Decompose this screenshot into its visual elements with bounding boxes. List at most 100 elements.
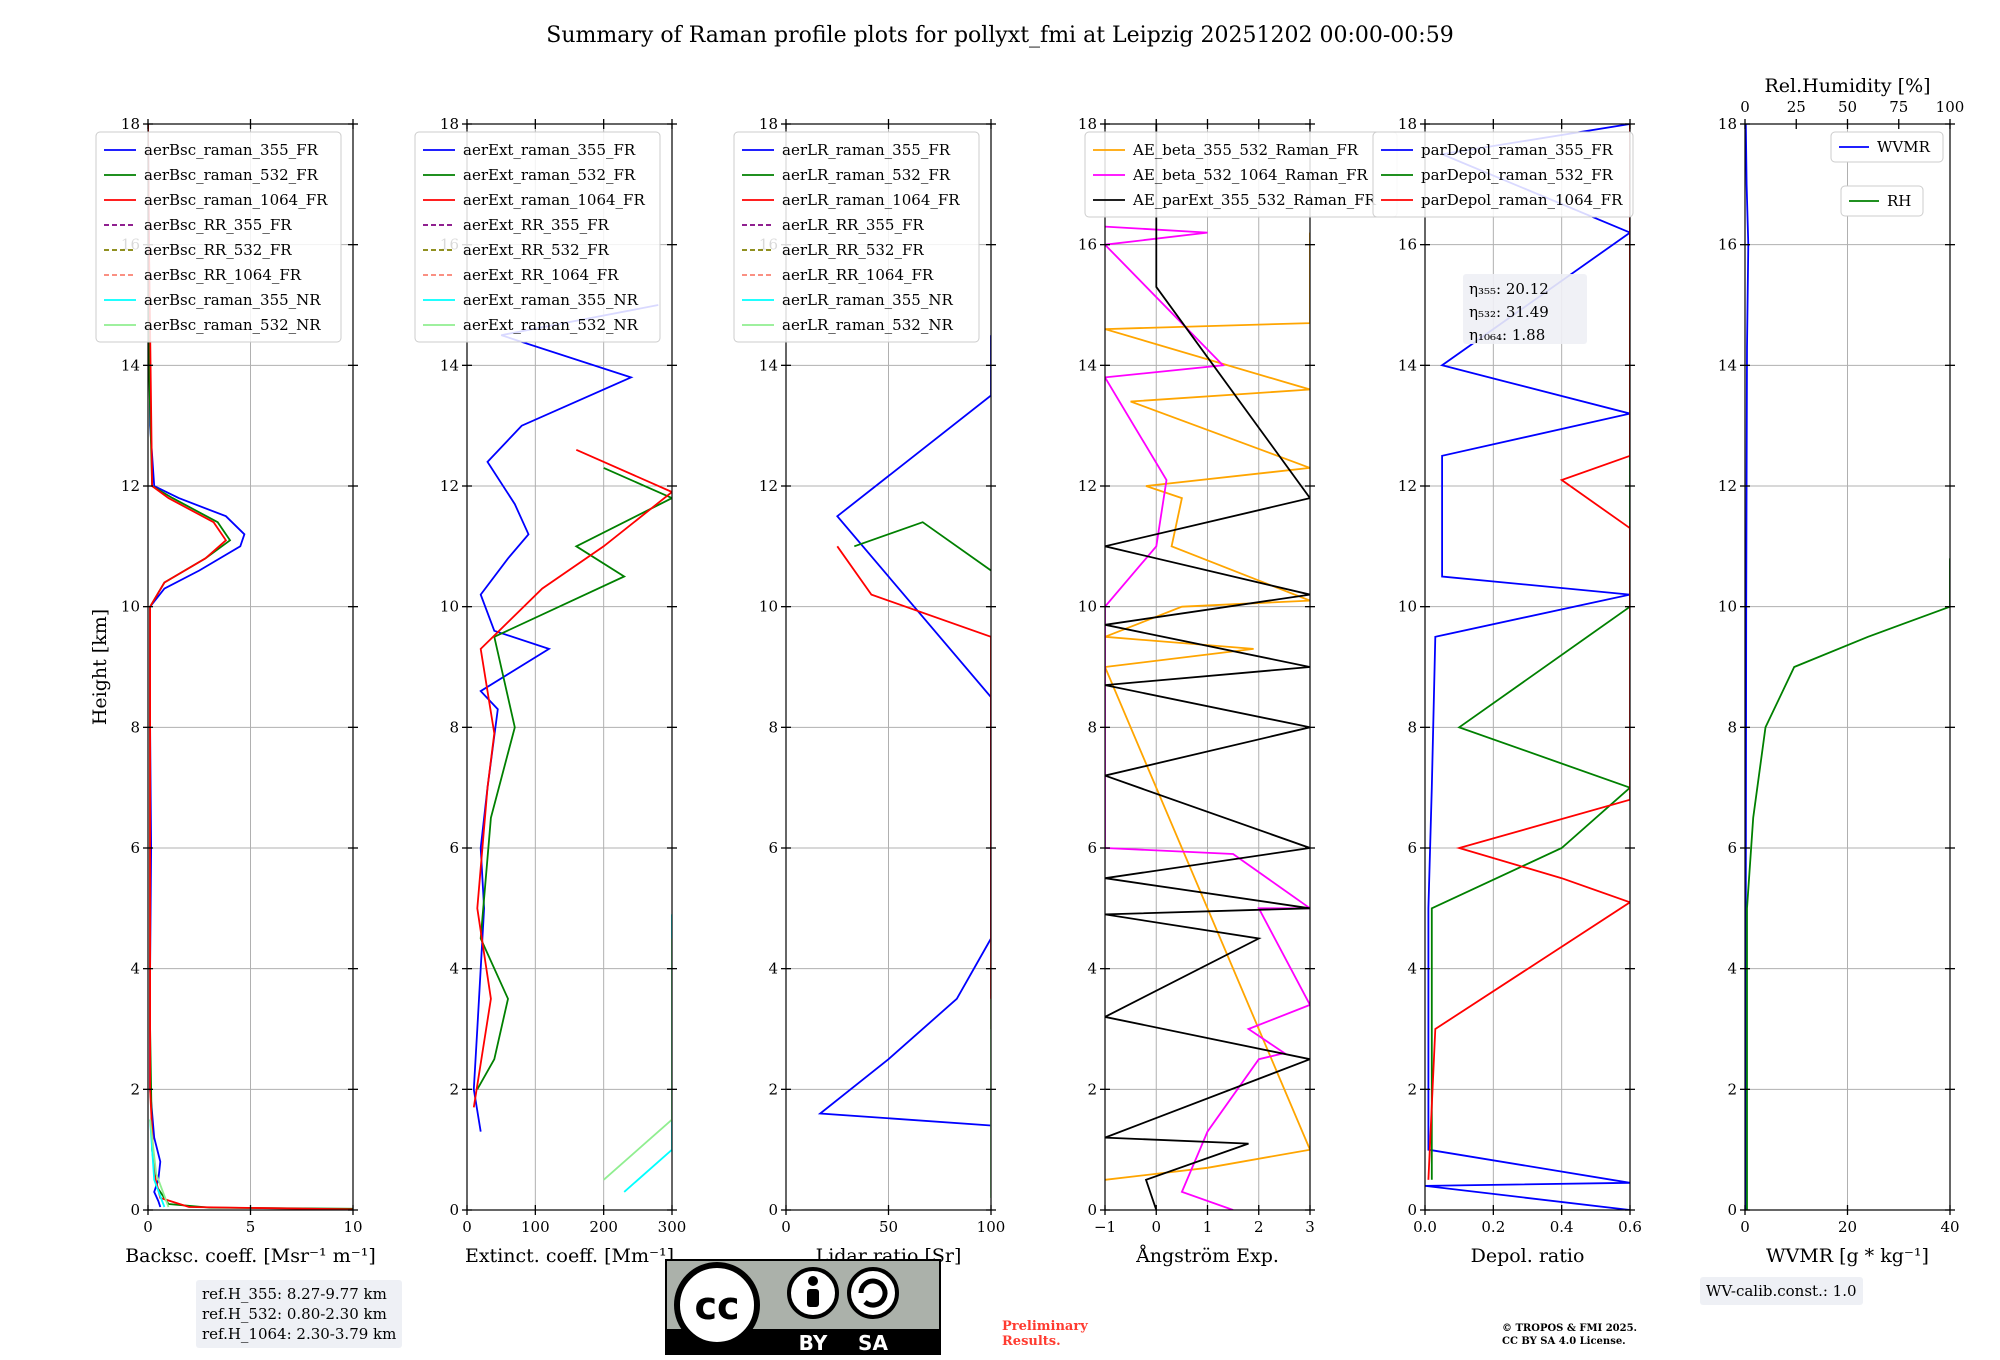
y-tick-label: 2 [130, 1080, 140, 1098]
legend-label: aerExt_RR_1064_FR [463, 266, 619, 284]
x-tick-label: 0.4 [1550, 1218, 1574, 1236]
legend-label: aerExt_raman_355_NR [463, 291, 639, 309]
y-tick-label: 16 [1078, 236, 1097, 254]
y-tick-label: 10 [1078, 598, 1097, 616]
series-line-RH [1746, 558, 1950, 1210]
y-tick-label: 8 [1087, 718, 1097, 736]
x-tick-label: 0.0 [1413, 1218, 1437, 1236]
person-head-icon [808, 1276, 818, 1286]
eta-value-1064: η₁₀₆₄: 1.88 [1469, 326, 1545, 344]
series-line-aerLR_raman_532_FR [854, 521, 991, 572]
y-tick-label: 0 [768, 1201, 778, 1219]
x-axis-label: Depol. ratio [1471, 1245, 1585, 1267]
series-line-aerExt_raman_532_FR [476, 467, 672, 1090]
y-tick-label: 14 [1398, 356, 1417, 374]
y-tick-label: 18 [1718, 115, 1737, 133]
y-tick-label: 12 [1078, 477, 1097, 495]
y-tick-label: 0 [1727, 1201, 1737, 1219]
preliminary-line1: Preliminary [1002, 1319, 1088, 1334]
legend-label: aerLR_raman_355_NR [782, 291, 953, 309]
legend: AE_beta_355_532_Raman_FR AE_beta_532_1064… [1084, 131, 1398, 218]
y-tick-label: 4 [1407, 960, 1417, 978]
legend-box [95, 131, 342, 343]
y-tick-label: 18 [121, 115, 140, 133]
x-tick-label: 3 [1305, 1218, 1315, 1236]
legend: aerLR_raman_355_FR aerLR_raman_532_FR aerL… [733, 131, 980, 343]
share-alike-arrow-icon [858, 1278, 888, 1308]
legend-label: WVMR [1877, 138, 1931, 156]
ref-height-355: ref.H_355: 8.27-9.77 km [202, 1285, 387, 1303]
y-tick-label: 16 [1398, 236, 1417, 254]
x2-tick-label: 25 [1787, 98, 1806, 116]
legend-label: aerBsc_raman_532_NR [144, 316, 321, 334]
y-tick-label: 0 [449, 1201, 459, 1219]
x-axis-label: WVMR [g * kg⁻¹] [1766, 1245, 1929, 1267]
y-tick-label: 12 [1718, 477, 1737, 495]
y-tick-label: 10 [121, 598, 140, 616]
y-tick-label: 8 [768, 718, 778, 736]
y-tick-label: 12 [759, 477, 778, 495]
legend-label: aerLR_RR_355_FR [782, 216, 924, 234]
y-tick-label: 10 [440, 598, 459, 616]
x-tick-label: 0.6 [1618, 1218, 1642, 1236]
legend-label: aerBsc_RR_1064_FR [144, 266, 302, 284]
share-alike-icon [847, 1267, 899, 1319]
person-body-icon [807, 1289, 819, 1307]
series-line-AE_beta_532_1064_Raman_FR [1105, 225, 1310, 1210]
y-tick-label: 18 [1078, 115, 1097, 133]
cc-by-sa-logo: cc BY SA [665, 1259, 941, 1355]
x-tick-label: 0.2 [1481, 1218, 1505, 1236]
x-tick-label: 1 [1203, 1218, 1213, 1236]
legend-label: parDepol_raman_355_FR [1421, 141, 1614, 159]
y-tick-label: 18 [1398, 115, 1417, 133]
y-tick-label: 8 [1407, 718, 1417, 736]
legend-label: AE_beta_532_1064_Raman_FR [1132, 166, 1368, 184]
y-tick-label: 16 [1718, 236, 1737, 254]
legend: aerExt_raman_355_FR aerExt_raman_532_FRae… [414, 131, 661, 343]
x-tick-label: 40 [1940, 1218, 1959, 1236]
legend-label: aerLR_raman_1064_FR [782, 191, 960, 209]
eta-box [1463, 274, 1587, 344]
ref-height-532: ref.H_532: 0.80-2.30 km [202, 1305, 387, 1323]
wv-calibration-box: WV-calib.const.: 1.0 [1700, 1277, 1863, 1305]
y-tick-label: 2 [1087, 1080, 1097, 1098]
legend-label: aerLR_raman_355_FR [782, 141, 951, 159]
x2-tick-label: 0 [1740, 98, 1750, 116]
x-axis-label: Backsc. coeff. [Msr⁻¹ m⁻¹] [125, 1245, 376, 1267]
x-tick-label: 200 [589, 1218, 618, 1236]
x-axis-label: Extinct. coeff. [Mm⁻¹] [465, 1245, 674, 1267]
y-tick-label: 2 [1727, 1080, 1737, 1098]
x-tick-label: 100 [977, 1218, 1006, 1236]
eta-value-532: η₅₃₂: 31.49 [1469, 303, 1549, 321]
x-tick-label: 100 [521, 1218, 550, 1236]
legend-label: aerExt_raman_532_NR [463, 316, 639, 334]
chart-panel-5: 0 2 4 6 8 10 12 14 16 18 0.0 0.2 0.4 0.6 Depol. ratio p… [1372, 115, 1642, 1267]
legend: parDepol_raman_355_FR parDepol_raman_532_… [1372, 131, 1634, 218]
cc-text: cc [694, 1284, 739, 1328]
legend-label: RH [1887, 192, 1911, 210]
series-line-aerExt_raman_355_NR [623, 914, 672, 1193]
series-line-aerExt_raman_355_FR [472, 304, 659, 1132]
x-tick-label: 300 [658, 1218, 687, 1236]
series-line-AE_parExt_355_532_Raman_FR [1105, 124, 1310, 1210]
x-tick-label: 0 [143, 1218, 153, 1236]
wv-calibration-text: WV-calib.const.: 1.0 [1706, 1282, 1857, 1300]
y-tick-label: 10 [759, 598, 778, 616]
y-tick-label: 6 [1087, 839, 1097, 857]
legend-label: aerBsc_RR_355_FR [144, 216, 292, 234]
x2-axis-label: Rel.Humidity [%] [1764, 75, 1930, 97]
chart-panel-1: 0246810121416180510Backsc. coeff. [Msr⁻¹… [89, 115, 376, 1267]
legend-WVMR: WVMR [1830, 131, 1944, 163]
series-line-aerLR_raman_355_FR [817, 335, 991, 1127]
cc-circle-icon [674, 1262, 760, 1348]
y-tick-label: 8 [130, 718, 140, 736]
legend-label: aerBsc_raman_355_NR [144, 291, 321, 309]
x-tick-label: 0 [1151, 1218, 1161, 1236]
y-tick-label: 4 [768, 960, 778, 978]
y-tick-label: 14 [1078, 356, 1097, 374]
x-tick-label: 0 [781, 1218, 791, 1236]
eta-value-355: η₃₅₅: 20.12 [1469, 280, 1549, 298]
legend-label: aerBsc_raman_1064_FR [144, 191, 328, 209]
